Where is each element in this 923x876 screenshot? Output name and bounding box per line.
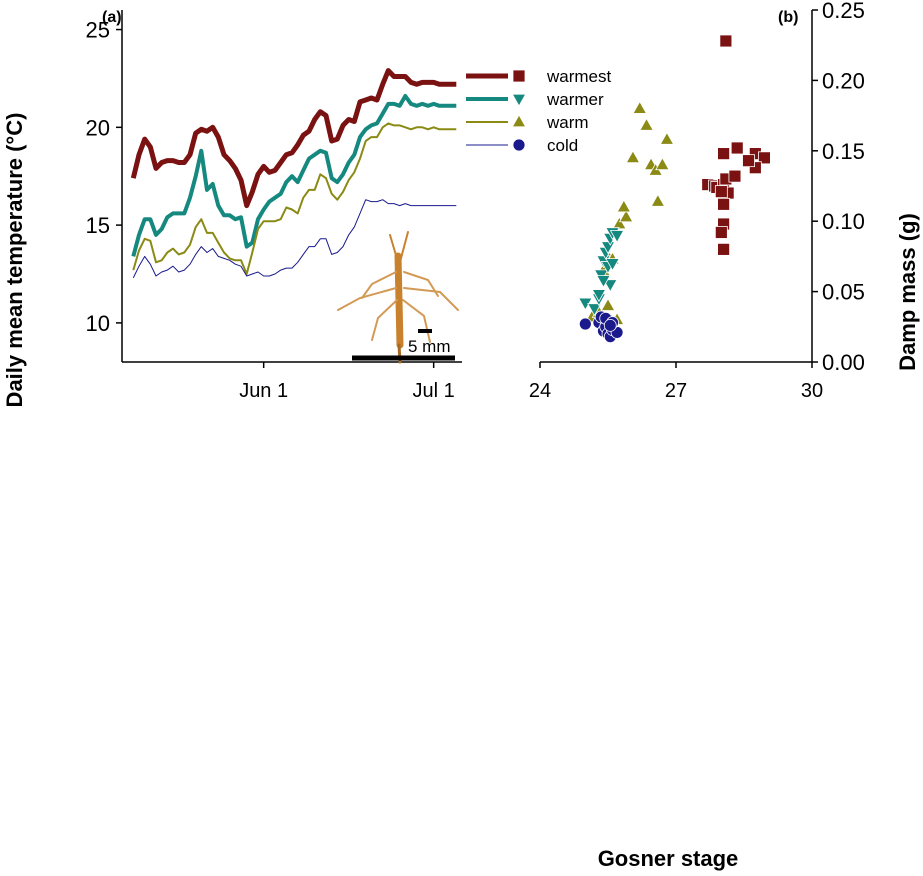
panel-b-mass-scatter: 0.00 0.05 0.10 0.15 0.20 0.25 24 27 30 [529, 0, 865, 402]
y-axis-label-temperature: Daily mean temperature (°C) [2, 113, 27, 408]
point-warmest [730, 141, 744, 155]
panel-b-y-tick-label: 0.15 [822, 139, 865, 164]
panel-a-x-tick-label: Jul 1 [413, 380, 455, 402]
point-warmest [717, 242, 730, 256]
point-warm [655, 157, 670, 171]
panel-a-y-tick-label: 10 [86, 311, 110, 336]
panel-b-y-tick-label: 0.20 [822, 68, 865, 93]
point-warmest [758, 151, 771, 165]
series-line-cold [132, 199, 457, 279]
panel-a-axes: 10 15 20 25 Jun 1 Jul 1 [86, 10, 462, 402]
panel-a-x-tick-label: Jun 1 [239, 380, 288, 402]
panel-b-label: (b) [778, 9, 798, 26]
series-line-warmest [130, 68, 457, 209]
point-warmer [609, 230, 625, 243]
panel-b-points [578, 34, 771, 344]
point-warmest [714, 185, 728, 199]
scale-bar-label: 5 mm [408, 337, 451, 356]
point-cold [603, 318, 617, 332]
panel-b-x-tick-label: 24 [529, 380, 551, 402]
scale-bar: 5 mm [352, 329, 455, 361]
point-warmer [596, 275, 611, 289]
point-warmest [742, 154, 755, 168]
point-warm [612, 216, 627, 230]
legend-label-warmest: warmest [546, 67, 612, 86]
panel-a-y-tick-label: 20 [86, 115, 110, 140]
y-axis-label-mass: Damp mass (g) [895, 213, 920, 371]
point-cold [578, 317, 592, 331]
panel-a-y-tick-label: 25 [86, 18, 110, 43]
point-warm [659, 131, 675, 145]
legend-label-warmer: warmer [546, 90, 604, 109]
panel-b-y-tick-label: 0.05 [822, 280, 865, 305]
point-warm [625, 150, 641, 164]
panel-b-y-tick-label: 0.25 [822, 0, 865, 23]
x-axis-label-gosner: Gosner stage [598, 846, 739, 871]
point-warm [639, 117, 654, 131]
legend-marker-warmest [512, 69, 526, 83]
legend-marker-warmer [511, 93, 527, 107]
panel-b-x-tick-label: 30 [801, 380, 823, 402]
point-warm [600, 297, 616, 311]
point-warmer [602, 279, 618, 293]
point-warm [650, 193, 666, 207]
panel-b-axes: 0.00 0.05 0.10 0.15 0.20 0.25 24 27 30 [529, 0, 865, 402]
point-warmest [714, 226, 728, 239]
point-warmer [605, 258, 620, 272]
point-warm [616, 199, 632, 213]
point-warmest [717, 197, 730, 211]
legend-marker-cold [512, 138, 526, 152]
panel-a-series-lines [130, 68, 457, 279]
panel-a-label: (a) [102, 9, 122, 26]
panel-b-y-tick-label: 0.10 [822, 209, 865, 234]
point-warm [632, 100, 648, 114]
point-warmest [719, 34, 733, 48]
point-warmest [728, 169, 742, 183]
point-warm [618, 209, 634, 223]
legend-label-warm: warm [546, 113, 589, 132]
legend-label-cold: cold [547, 136, 578, 155]
series-line-warmer [131, 94, 457, 257]
series-line-warm [132, 122, 457, 275]
point-warmer [591, 289, 607, 303]
panel-b-x-tick-label: 27 [665, 380, 687, 402]
panel-a-y-tick-label: 15 [86, 213, 110, 238]
panel-b-y-tick-label: 0.00 [822, 350, 865, 375]
point-warmer [587, 303, 602, 317]
legend: warmest warmer warm cold [466, 67, 612, 155]
legend-marker-warm [511, 114, 527, 128]
point-warmest [717, 147, 730, 161]
insect-photo [337, 231, 459, 364]
